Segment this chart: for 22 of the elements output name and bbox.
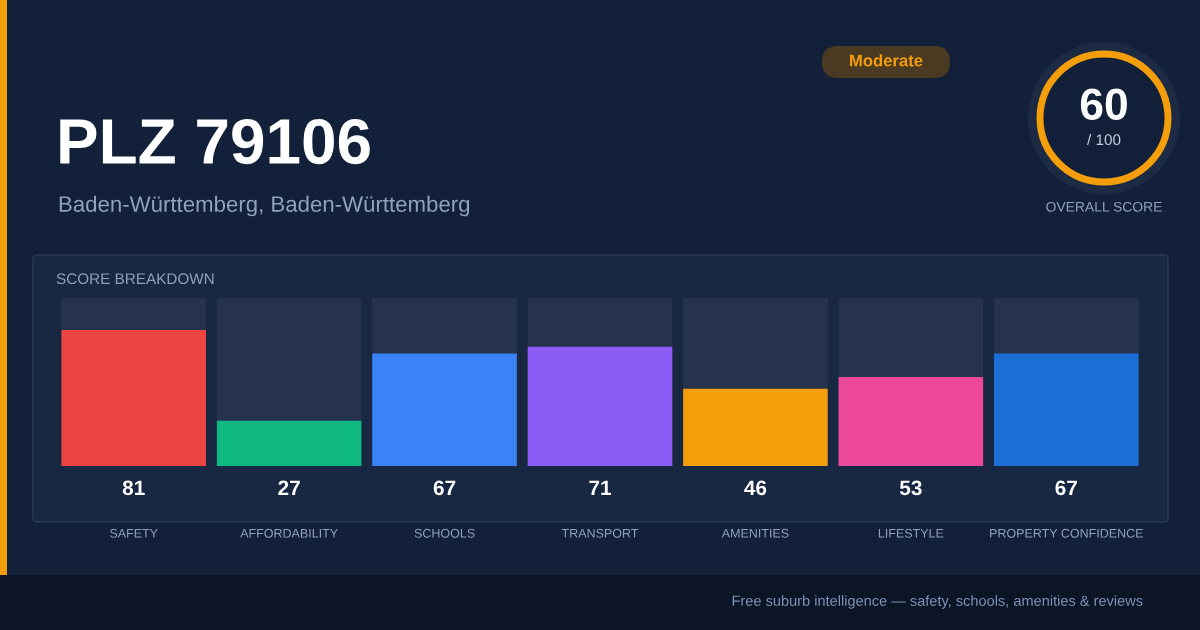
data-label: 81 bbox=[122, 480, 145, 496]
text: OVERALL SCORE bbox=[1046, 201, 1162, 212]
x-tick-label: LIFESTYLE bbox=[878, 528, 944, 538]
x-tick-label: SCHOOLS bbox=[414, 528, 475, 538]
text: Moderate bbox=[850, 54, 923, 67]
x-tick-label: TRANSPORT bbox=[561, 528, 639, 538]
x-tick-label: PROPERTY CONFIDENCE bbox=[990, 528, 1143, 538]
data-label: 71 bbox=[589, 480, 612, 495]
x-tick-label: AMENITIES bbox=[721, 528, 789, 538]
x-tick-label: AFFORDABILITY bbox=[240, 528, 338, 538]
data-label: 53 bbox=[899, 480, 922, 496]
chart-subtitle: Baden-Württemberg, Baden-Württemberg bbox=[59, 195, 470, 217]
data-label: 67 bbox=[1055, 480, 1077, 496]
text: SCORE BREAKDOWN bbox=[56, 273, 214, 285]
text: Free suburb intelligence — safety, schools, amenities & reviews bbox=[732, 595, 1143, 609]
text: / 100 bbox=[1087, 133, 1121, 146]
data-label: 27 bbox=[278, 480, 300, 495]
data-label: 46 bbox=[744, 480, 767, 496]
chart-title: PLZ 79106 bbox=[60, 118, 370, 165]
x-tick-label: SAFETY bbox=[109, 528, 158, 538]
text: 60 bbox=[1080, 88, 1127, 120]
data-label: 67 bbox=[433, 480, 456, 496]
